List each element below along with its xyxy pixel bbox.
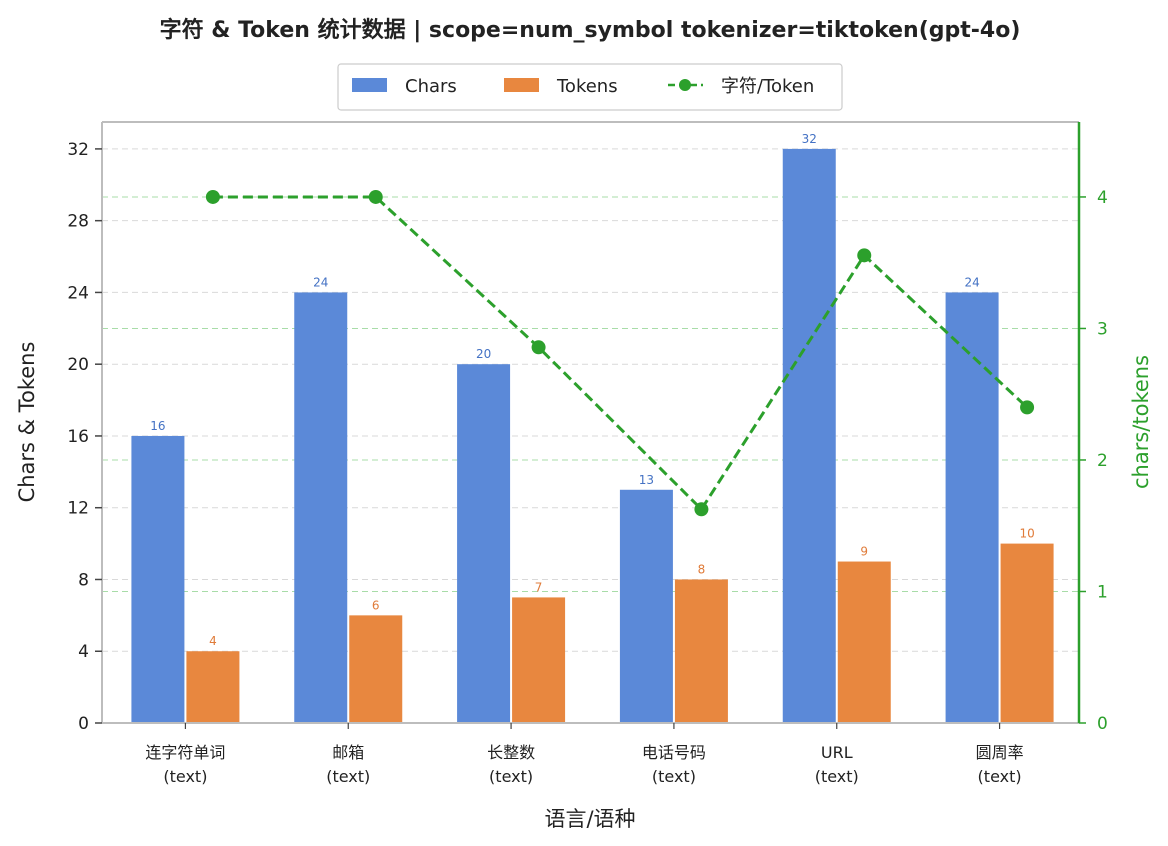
x-axis-label: 语言/语种 <box>544 807 635 831</box>
chars-bar <box>782 148 836 723</box>
tokens-value-label: 9 <box>860 545 868 559</box>
tokens-bar <box>1000 543 1054 723</box>
x-tick-label: 连字符单词 <box>145 743 225 762</box>
y-tick-label: 0 <box>78 714 89 734</box>
y2-tick-label: 0 <box>1097 714 1108 734</box>
legend-chars-swatch <box>352 78 387 92</box>
axes <box>101 121 1081 724</box>
chars-value-label: 24 <box>964 275 979 289</box>
x-tick-label: 圆周率 <box>976 743 1024 762</box>
tokens-bar <box>512 597 566 723</box>
x-tick-label: (text) <box>489 767 533 786</box>
legend-chars-label: Chars <box>405 76 457 97</box>
ratio-point <box>694 502 709 517</box>
y2-axis-label: chars/tokens <box>1129 355 1153 489</box>
y2-tick-label: 1 <box>1097 582 1108 602</box>
chars-value-label: 13 <box>639 473 654 487</box>
tokens-bar <box>186 651 240 723</box>
x-tick-label: 邮箱 <box>332 743 364 762</box>
grid-right <box>102 196 1079 592</box>
bars: 16 4 24 6 20 7 13 8 32 9 24 10 <box>131 132 1054 723</box>
chars-bar <box>294 292 348 723</box>
y-tick-label: 12 <box>67 499 89 519</box>
x-tick-label: 电话号码 <box>642 743 706 762</box>
x-tick-label: (text) <box>652 767 696 786</box>
chart-title: 字符 & Token 统计数据 | scope=num_symbol token… <box>160 17 1021 43</box>
chars-value-label: 20 <box>476 347 491 361</box>
ratio-point <box>1020 400 1035 415</box>
chars-bar <box>619 489 673 723</box>
tokens-value-label: 8 <box>698 562 706 576</box>
chars-bar <box>457 364 511 723</box>
chars-bar <box>945 292 999 723</box>
y-tick-label: 32 <box>67 140 89 160</box>
tokens-bar <box>837 561 891 723</box>
y-tick-label: 8 <box>78 570 89 590</box>
y-tick-label: 20 <box>67 355 89 375</box>
grid-left <box>102 148 1079 652</box>
chars-value-label: 16 <box>150 419 165 433</box>
x-tick-label: (text) <box>815 767 859 786</box>
y-tick-label: 28 <box>67 212 89 232</box>
legend-ratio-marker <box>679 79 691 91</box>
x-tick-label: (text) <box>978 767 1022 786</box>
chars-value-label: 24 <box>313 275 328 289</box>
tokens-value-label: 10 <box>1019 527 1034 541</box>
y-tick-label: 4 <box>78 642 89 662</box>
x-tick-label: URL <box>821 743 853 762</box>
legend-frame <box>337 63 843 111</box>
legend-tokens-label: Tokens <box>556 76 618 97</box>
y2-tick-label: 2 <box>1097 451 1108 471</box>
y2-tick-label: 3 <box>1097 319 1108 339</box>
tokens-bar <box>674 579 728 723</box>
tokens-value-label: 4 <box>209 634 217 648</box>
tokens-value-label: 7 <box>535 580 543 594</box>
legend-tokens-swatch <box>504 78 539 92</box>
tokens-bar <box>349 615 403 723</box>
chars-value-label: 32 <box>802 132 817 146</box>
ratio-point <box>531 340 546 355</box>
ratio-point <box>368 189 383 204</box>
x-tick-label: (text) <box>163 767 207 786</box>
x-tick-label: 长整数 <box>487 743 535 762</box>
y2-tick-label: 4 <box>1097 188 1108 208</box>
ratio-point <box>857 248 872 263</box>
legend-ratio-label: 字符/Token <box>721 76 814 97</box>
ratio-series-line <box>212 195 1029 512</box>
ratio-point <box>205 189 220 204</box>
x-tick-label: (text) <box>326 767 370 786</box>
tokens-value-label: 6 <box>372 598 380 612</box>
y-axis-label: Chars & Tokens <box>15 342 39 503</box>
y-tick-label: 24 <box>67 283 89 303</box>
y-tick-label: 16 <box>67 427 89 447</box>
chars-bar <box>131 435 185 723</box>
legend: Chars Tokens 字符/Token <box>337 63 843 111</box>
ratio-line-layer <box>205 189 1035 517</box>
category-labels: 连字符单词 (text) 邮箱 (text) 长整数 (text) 电话号码 (text) UR… <box>145 743 1023 786</box>
